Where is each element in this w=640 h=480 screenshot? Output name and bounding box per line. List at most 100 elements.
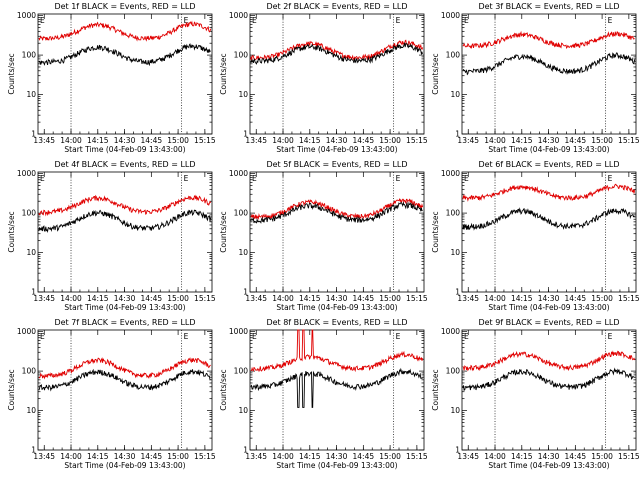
y-tick-label: 1 — [243, 288, 248, 297]
x-tick-label: 13:45 — [457, 294, 479, 303]
panel-7: Det 7f BLACK = Events, RED = LLD E E 1 10 100… — [7, 318, 216, 470]
y-tick-label: 100 — [234, 209, 249, 218]
x-tick-label: 15:00 — [167, 136, 189, 145]
x-tick-label: 14:45 — [565, 452, 587, 461]
panel-4: Det 4f BLACK = Events, RED = LLD E E 1 10 100… — [7, 160, 216, 312]
x-tick-label: 15:15 — [406, 294, 428, 303]
x-tick-label: 15:15 — [194, 452, 216, 461]
y-tick-label: 100 — [22, 209, 37, 218]
y-tick-label: 100 — [446, 367, 461, 376]
corner-label: E — [464, 16, 469, 25]
x-tick-label: 14:15 — [299, 294, 321, 303]
plot-frame — [37, 13, 213, 135]
y-tick-label: 1000 — [17, 11, 36, 20]
x-tick-label: 14:45 — [141, 294, 163, 303]
x-tick-label: 14:30 — [326, 452, 348, 461]
lld-series — [38, 20, 212, 42]
x-axis-label: Start Time (04-Feb-09 13:43:00) — [64, 303, 185, 312]
x-tick-label: 14:00 — [272, 452, 294, 461]
y-tick-label: 1 — [31, 130, 36, 139]
x-tick-label: 14:45 — [353, 452, 375, 461]
y-tick-label: 100 — [234, 367, 249, 376]
plot-frame — [249, 329, 425, 451]
x-tick-label: 14:45 — [565, 294, 587, 303]
corner-label: E — [252, 16, 257, 25]
x-tick-label: 13:45 — [245, 136, 267, 145]
plot-frame — [461, 13, 637, 135]
y-tick-label: 1 — [455, 130, 460, 139]
y-tick-label: 10 — [450, 406, 460, 415]
y-tick-label: 1 — [243, 446, 248, 455]
x-tick-label: 14:45 — [141, 136, 163, 145]
panel-title: Det 2f BLACK = Events, RED = LLD — [266, 2, 407, 11]
x-tick-label: 15:00 — [591, 294, 613, 303]
y-tick-label: 10 — [26, 406, 36, 415]
y-tick-label: 100 — [446, 51, 461, 60]
events-series — [462, 367, 635, 392]
x-axis-label: Start Time (04-Feb-09 13:43:00) — [276, 303, 397, 312]
x-tick-label: 14:15 — [511, 294, 533, 303]
panel-2: Det 2f BLACK = Events, RED = LLD E E 1 10 100… — [219, 2, 428, 154]
events-series — [38, 43, 211, 67]
panel-title: Det 4f BLACK = Events, RED = LLD — [54, 160, 195, 169]
events-series — [462, 52, 636, 76]
events-series — [38, 209, 212, 234]
y-axis-label: Counts/sec — [431, 369, 440, 410]
x-tick-label: 14:15 — [87, 452, 109, 461]
y-tick-label: 10 — [26, 90, 36, 99]
x-tick-label: 14:45 — [353, 294, 375, 303]
x-tick-label: 15:00 — [167, 452, 189, 461]
corner-label: E — [464, 174, 469, 183]
y-tick-label: 10 — [238, 248, 248, 257]
x-tick-label: 14:30 — [326, 294, 348, 303]
events-series — [462, 207, 635, 231]
x-axis-label: Start Time (04-Feb-09 13:43:00) — [276, 145, 397, 154]
y-tick-label: 1000 — [441, 11, 460, 20]
corner-label: E — [184, 174, 189, 183]
plot-frame — [37, 329, 213, 451]
x-tick-label: 15:00 — [379, 452, 401, 461]
panel-1: Det 1f BLACK = Events, RED = LLD E E 1 10 100… — [7, 2, 216, 154]
corner-label: E — [252, 174, 257, 183]
y-tick-label: 1 — [455, 446, 460, 455]
x-tick-label: 14:00 — [484, 294, 506, 303]
y-tick-label: 10 — [238, 406, 248, 415]
x-tick-label: 15:00 — [167, 294, 189, 303]
x-tick-label: 15:00 — [379, 136, 401, 145]
corner-label: E — [184, 16, 189, 25]
y-tick-label: 100 — [234, 51, 249, 60]
x-tick-label: 14:15 — [299, 136, 321, 145]
y-tick-label: 10 — [26, 248, 36, 257]
x-tick-label: 15:15 — [406, 136, 428, 145]
y-tick-label: 1 — [31, 446, 36, 455]
x-tick-label: 14:30 — [538, 294, 560, 303]
y-tick-label: 1 — [455, 288, 460, 297]
panel-title: Det 8f BLACK = Events, RED = LLD — [266, 318, 407, 327]
x-tick-label: 15:15 — [618, 136, 640, 145]
events-series — [250, 201, 423, 224]
x-tick-label: 15:00 — [591, 136, 613, 145]
y-axis-label: Counts/sec — [7, 211, 16, 252]
lld-series — [462, 183, 636, 202]
x-axis-label: Start Time (04-Feb-09 13:43:00) — [276, 461, 397, 470]
plot-frame — [249, 13, 425, 135]
lld-series — [250, 329, 424, 373]
y-tick-label: 1000 — [229, 11, 248, 20]
lld-series — [462, 30, 635, 50]
x-tick-label: 14:15 — [87, 294, 109, 303]
y-tick-label: 100 — [22, 51, 37, 60]
x-tick-label: 14:15 — [511, 136, 533, 145]
corner-label: E — [184, 332, 189, 341]
x-axis-label: Start Time (04-Feb-09 13:43:00) — [488, 303, 609, 312]
x-tick-label: 14:00 — [60, 452, 82, 461]
x-tick-label: 14:30 — [538, 136, 560, 145]
lld-series — [38, 194, 212, 217]
y-tick-label: 1000 — [441, 169, 460, 178]
events-series — [250, 41, 424, 65]
x-tick-label: 14:00 — [484, 452, 506, 461]
x-tick-label: 14:45 — [353, 136, 375, 145]
x-tick-label: 13:45 — [33, 136, 55, 145]
corner-label: E — [396, 16, 401, 25]
x-tick-label: 15:15 — [618, 294, 640, 303]
corner-label: E — [40, 332, 45, 341]
